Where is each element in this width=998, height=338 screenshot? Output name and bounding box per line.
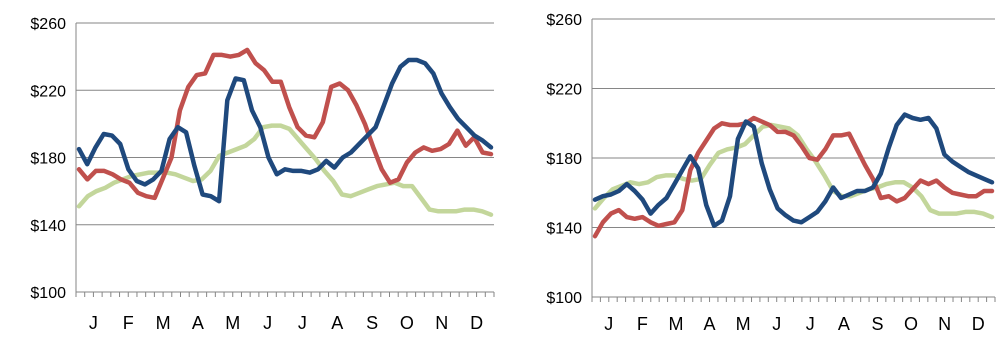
x-category-label: J bbox=[263, 313, 272, 333]
x-category-label: A bbox=[838, 314, 850, 334]
x-category-label: J bbox=[89, 313, 98, 333]
y-tick-label: $140 bbox=[546, 221, 582, 238]
x-category-label: M bbox=[668, 314, 683, 334]
x-category-label: F bbox=[123, 313, 134, 333]
x-category-label: J bbox=[806, 314, 815, 334]
x-category-label: M bbox=[736, 314, 751, 334]
x-category-label: S bbox=[366, 313, 378, 333]
x-category-label: M bbox=[225, 313, 240, 333]
x-category-label: S bbox=[871, 314, 883, 334]
x-category-label: F bbox=[637, 314, 648, 334]
x-category-label: J bbox=[298, 313, 307, 333]
x-category-label: A bbox=[704, 314, 716, 334]
x-category-label: A bbox=[331, 313, 343, 333]
y-tick-label: $220 bbox=[30, 83, 66, 100]
y-tick-label: $260 bbox=[30, 16, 66, 33]
x-category-label: N bbox=[938, 314, 951, 334]
x-category-label: O bbox=[400, 313, 414, 333]
x-category-label: A bbox=[192, 313, 204, 333]
x-category-label: O bbox=[904, 314, 918, 334]
y-tick-label: $100 bbox=[546, 290, 582, 307]
y-tick-label: $180 bbox=[546, 151, 582, 168]
series-line-2 bbox=[79, 60, 491, 201]
y-tick-label: $140 bbox=[30, 218, 66, 235]
x-category-label: J bbox=[772, 314, 781, 334]
line-chart-left: $260 $220 $180 $140 $100 J F M A M J J A S O N D bbox=[30, 16, 494, 333]
x-category-label: M bbox=[156, 313, 171, 333]
x-category-label: J bbox=[604, 314, 613, 334]
x-category-label: D bbox=[972, 314, 985, 334]
y-tick-label: $260 bbox=[546, 12, 582, 29]
y-tick-label: $220 bbox=[546, 82, 582, 99]
x-category-label: N bbox=[435, 313, 448, 333]
y-tick-label: $100 bbox=[30, 285, 66, 302]
y-tick-label: $180 bbox=[30, 151, 66, 168]
x-category-label: D bbox=[470, 313, 483, 333]
